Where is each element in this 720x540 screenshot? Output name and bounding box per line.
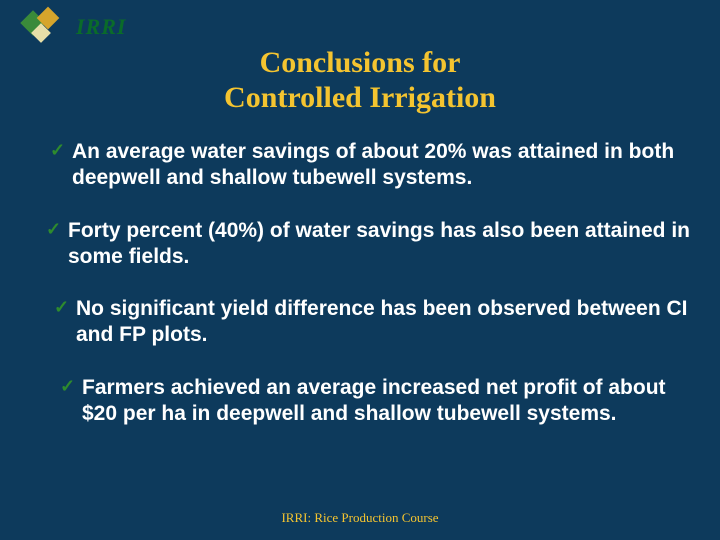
slide: IRRI Conclusions for Controlled Irrigati… [0,0,720,540]
logo: IRRI [20,10,126,44]
check-icon: ✓ [60,375,82,398]
title-line-2: Controlled Irrigation [224,81,496,114]
check-icon: ✓ [50,139,72,162]
bullet-item: ✓ An average water savings of about 20% … [30,139,690,192]
bullet-text: An average water savings of about 20% wa… [72,139,690,192]
check-icon: ✓ [46,218,68,241]
bullet-text: No significant yield difference has been… [76,296,690,349]
title-line-1: Conclusions for [260,46,461,79]
bullet-text: Farmers achieved an average increased ne… [82,375,690,428]
logo-text: IRRI [76,14,126,40]
bullet-text: Forty percent (40%) of water savings has… [68,218,690,271]
bullet-item: ✓ Forty percent (40%) of water savings h… [30,218,690,271]
check-icon: ✓ [54,296,76,319]
bullet-list: ✓ An average water savings of about 20% … [30,139,690,427]
slide-title: Conclusions for Controlled Irrigation [30,46,690,115]
bullet-item: ✓ Farmers achieved an average increased … [30,375,690,428]
footer-text: IRRI: Rice Production Course [0,510,720,526]
logo-icon [20,10,70,44]
bullet-item: ✓ No significant yield difference has be… [30,296,690,349]
